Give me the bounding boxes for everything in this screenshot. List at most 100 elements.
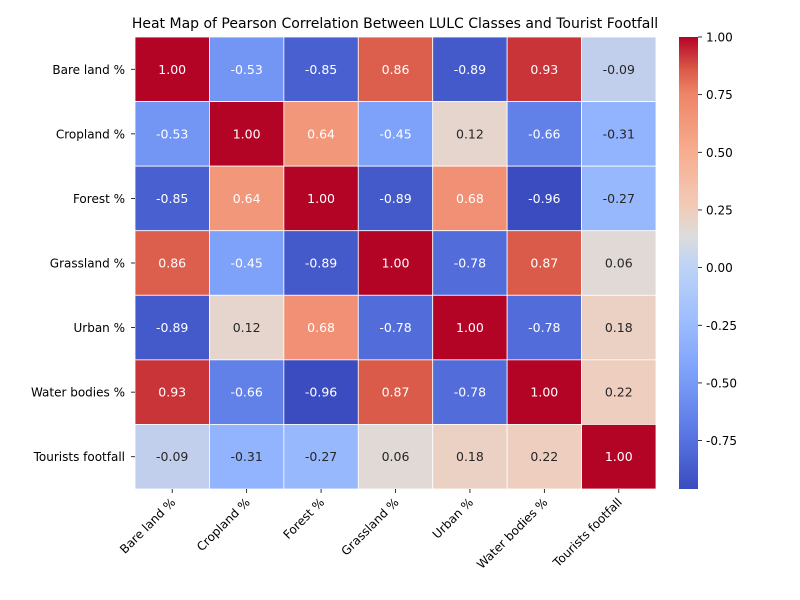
cell-value-label: -0.96 — [305, 385, 337, 400]
cell-value-label: 0.64 — [307, 126, 335, 141]
row-tick-label: Water bodies % — [31, 386, 125, 400]
heatmap-cell — [506, 230, 582, 296]
heatmap-cell — [134, 424, 210, 490]
cell-value-label: 0.68 — [307, 320, 335, 335]
cell-value-label: 0.06 — [605, 256, 633, 271]
heatmap-cell — [283, 36, 359, 102]
heatmap-cell — [134, 359, 210, 425]
cell-value-label: -0.66 — [230, 385, 262, 400]
cell-value-label: -0.85 — [156, 191, 188, 206]
heatmap-cell — [134, 294, 210, 361]
heatmap-cell — [581, 230, 657, 296]
colorbar-tick-label: -0.25 — [706, 319, 737, 333]
heatmap-cell — [357, 230, 434, 296]
chart-title: Heat Map of Pearson Correlation Between … — [132, 16, 658, 32]
heatmap-cell — [283, 294, 359, 361]
row-tick-label: Urban % — [73, 321, 125, 335]
cell-value-label: -0.78 — [528, 320, 560, 335]
cell-value-label: -0.96 — [528, 191, 560, 206]
colorbar-ticks: -0.75 -0.50 -0.25 0.00 0.25 0.50 0.75 1.00 — [698, 31, 737, 448]
colorbar-tick-label: 0.50 — [706, 146, 733, 160]
heatmap-cell — [134, 36, 210, 102]
heatmap-cell — [134, 230, 210, 296]
cell-value-label: 1.00 — [530, 385, 558, 400]
colorbar-tick-label: 0.25 — [706, 203, 733, 217]
cell-value-label: -0.27 — [305, 449, 337, 464]
heatmap-cell — [357, 36, 434, 102]
column-labels: Bare land % Cropland % Forest % Grassland %… — [117, 489, 625, 572]
column-tick-label: Bare land % — [117, 495, 178, 556]
cell-value-label: -0.89 — [454, 62, 486, 77]
cell-value-label: 0.86 — [382, 62, 410, 77]
heatmap-cell — [432, 359, 508, 425]
colorbar-gradient — [679, 37, 698, 489]
cell-value-label: -0.78 — [454, 256, 486, 271]
cell-value-label: 0.22 — [530, 449, 558, 464]
heatmap-cell — [357, 359, 434, 425]
cell-value-label: -0.66 — [528, 126, 560, 141]
colorbar-tick-label: 0.75 — [706, 88, 733, 102]
column-tick-label: Cropland % — [194, 495, 253, 554]
cell-value-label: -0.85 — [305, 62, 337, 77]
cell-value-label: 0.93 — [158, 385, 186, 400]
cell-value-label: 0.12 — [233, 320, 261, 335]
colorbar-tick-label: 1.00 — [706, 31, 733, 45]
heatmap-cell — [432, 36, 508, 102]
cell-value-label: -0.89 — [305, 256, 337, 271]
row-labels: Bare land % Cropland % Forest % Grassland %… — [31, 63, 135, 464]
heatmap-cell — [581, 101, 657, 167]
cell-value-label: 0.87 — [530, 256, 558, 271]
cell-value-label: 0.93 — [530, 62, 558, 77]
cell-value-label: -0.31 — [230, 449, 262, 464]
colorbar: -0.75 -0.50 -0.25 0.00 0.25 0.50 0.75 1.00 — [679, 31, 737, 489]
heatmap-cell — [283, 165, 359, 232]
heatmap-cell — [432, 165, 508, 232]
heatmap-cell — [432, 101, 508, 167]
column-tick-label: Grassland % — [339, 495, 402, 558]
cell-value-label: -0.89 — [379, 191, 411, 206]
cell-value-label: 1.00 — [307, 191, 335, 206]
column-tick-label: Tourists footfall — [550, 495, 625, 570]
cell-value-label: 1.00 — [233, 126, 261, 141]
cell-value-label: -0.53 — [230, 62, 262, 77]
cell-value-label: -0.53 — [156, 126, 188, 141]
heatmap-cell — [134, 165, 210, 232]
heatmap-cell — [581, 424, 657, 490]
heatmap-cell — [506, 36, 582, 102]
cell-value-label: 1.00 — [605, 449, 633, 464]
cell-value-label: 1.00 — [158, 62, 186, 77]
colorbar-tick-label: -0.50 — [706, 376, 737, 390]
row-tick-label: Grassland % — [50, 257, 125, 271]
cell-value-label: 0.87 — [382, 385, 410, 400]
heatmap-cell — [283, 424, 359, 490]
heatmap-cell — [357, 165, 434, 232]
colorbar-tick-label: -0.75 — [706, 434, 737, 448]
cell-value-label: 1.00 — [456, 320, 484, 335]
heatmap-cell — [209, 230, 285, 296]
cell-value-label: -0.78 — [454, 385, 486, 400]
cell-value-label: 0.68 — [456, 191, 484, 206]
cell-value-label: -0.89 — [156, 320, 188, 335]
cell-value-label: -0.45 — [230, 256, 262, 271]
heatmap-cell — [432, 424, 508, 490]
heatmap-cell — [357, 424, 434, 490]
cell-value-label: 0.18 — [605, 320, 633, 335]
column-tick-label: Urban % — [430, 495, 476, 541]
heatmap-cell — [209, 165, 285, 232]
heatmap-cell — [506, 165, 582, 232]
cell-value-label: -0.27 — [603, 191, 635, 206]
heatmap-cell — [506, 101, 582, 167]
row-tick-label: Bare land % — [52, 63, 125, 77]
cell-value-label: 0.64 — [233, 191, 261, 206]
heatmap-cell — [283, 101, 359, 167]
column-tick-label: Forest % — [280, 495, 327, 542]
heatmap-cell — [506, 424, 582, 490]
colorbar-tick-label: 0.00 — [706, 261, 733, 275]
cell-value-label: 0.22 — [605, 385, 633, 400]
heatmap-cell — [209, 359, 285, 425]
heatmap-cell — [581, 294, 657, 361]
cell-value-label: 0.06 — [382, 449, 410, 464]
cell-value-label: 0.18 — [456, 449, 484, 464]
cell-value-label: -0.31 — [603, 126, 635, 141]
